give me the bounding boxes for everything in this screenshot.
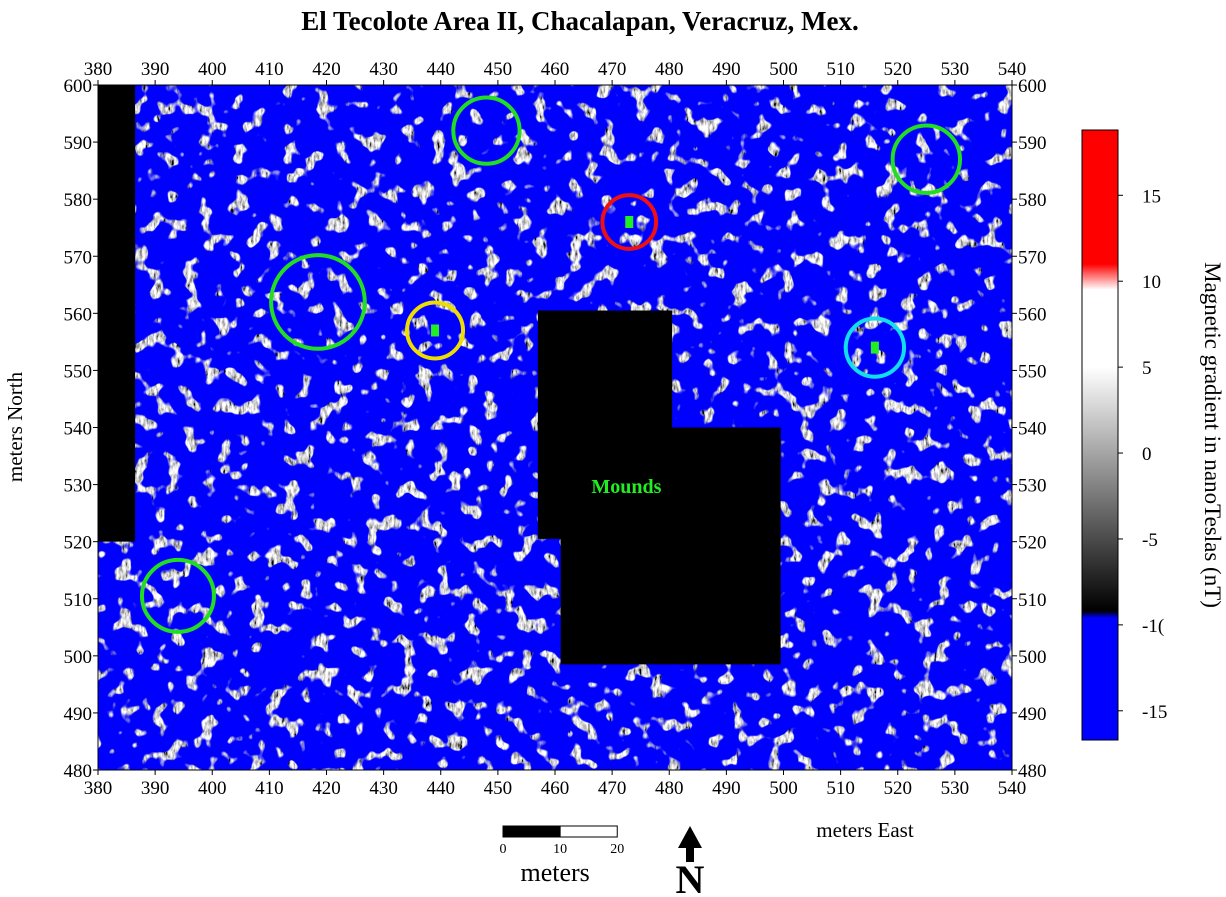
x-tick-label: 490 <box>712 59 741 80</box>
y-tick-label: 570 <box>1018 247 1047 268</box>
scale-bar-label: 20 <box>610 842 624 857</box>
x-tick-label: 420 <box>312 59 341 80</box>
north-arrow: N <box>676 826 705 897</box>
x-tick-label: 500 <box>769 778 798 799</box>
y-tick-label: 480 <box>1018 761 1047 782</box>
colorbar-tick-label: -5 <box>1142 530 1158 551</box>
x-tick-label: 530 <box>941 778 970 799</box>
x-tick-label: 510 <box>826 778 855 799</box>
y-tick-label: 490 <box>64 704 93 725</box>
x-tick-label: 410 <box>255 778 284 799</box>
feature-marker <box>431 324 439 336</box>
colorbar-tick-label: 5 <box>1142 358 1152 379</box>
colorbar-tick-label: 10 <box>1142 272 1161 293</box>
y-tick-label: 600 <box>1018 76 1047 97</box>
feature-marker <box>871 342 879 354</box>
y-tick-label: 500 <box>64 647 93 668</box>
colorbar-tick-label: -15 <box>1142 702 1167 723</box>
x-tick-label: 390 <box>141 778 170 799</box>
x-tick-label: 400 <box>198 778 227 799</box>
feature-marker <box>625 216 633 228</box>
y-tick-label: 540 <box>64 419 93 440</box>
north-label: N <box>676 857 705 897</box>
x-tick-label: 430 <box>369 778 398 799</box>
x-tick-label: 390 <box>141 59 170 80</box>
colorbar-tick-label: 0 <box>1142 444 1152 465</box>
x-tick-label: 470 <box>598 59 627 80</box>
y-tick-label: 510 <box>1018 590 1047 611</box>
y-tick-label: 520 <box>64 533 93 554</box>
y-tick-label: 510 <box>64 590 93 611</box>
y-tick-label: 570 <box>64 247 93 268</box>
colorbar-tick-label: 15 <box>1142 186 1161 207</box>
no-data-mask <box>98 85 135 542</box>
x-tick-label: 520 <box>884 59 913 80</box>
x-tick-label: 440 <box>427 59 456 80</box>
x-tick-label: 430 <box>369 59 398 80</box>
x-tick-label: 470 <box>598 778 627 799</box>
x-tick-label: 460 <box>541 778 570 799</box>
x-tick-label: 460 <box>541 59 570 80</box>
x-tick-label: 450 <box>484 778 513 799</box>
x-tick-label: 490 <box>712 778 741 799</box>
y-tick-label: 560 <box>1018 304 1047 325</box>
scale-bar-segment <box>560 826 617 837</box>
colorbar-label: Magnetic gradient in nanoTeslas (nT) <box>1200 262 1225 608</box>
x-tick-label: 480 <box>655 59 684 80</box>
y-tick-label: 540 <box>1018 419 1047 440</box>
scale-bar-label: 10 <box>553 842 567 857</box>
y-tick-label: 590 <box>1018 133 1047 154</box>
colorbar-tick-label: -1( <box>1142 616 1164 637</box>
x-tick-label: 480 <box>655 778 684 799</box>
colorbar <box>1082 130 1118 740</box>
y-tick-label: 560 <box>64 304 93 325</box>
scale-bar-segment <box>503 826 560 837</box>
title: El Tecolote Area II, Chacalapan, Veracru… <box>301 6 858 36</box>
y-tick-label: 530 <box>1018 476 1047 497</box>
x-axis-label: meters East <box>816 818 914 842</box>
survey-area: Mounds <box>98 85 1012 770</box>
y-tick-label: 530 <box>64 476 93 497</box>
y-tick-label: 500 <box>1018 647 1047 668</box>
y-tick-label: 600 <box>64 76 93 97</box>
y-axis-label: meters North <box>3 371 27 482</box>
y-tick-label: 520 <box>1018 533 1047 554</box>
y-tick-label: 480 <box>64 761 93 782</box>
x-tick-label: 400 <box>198 59 227 80</box>
y-tick-label: 580 <box>1018 190 1047 211</box>
x-tick-label: 450 <box>484 59 513 80</box>
x-tick-label: 510 <box>826 59 855 80</box>
x-tick-label: 500 <box>769 59 798 80</box>
y-tick-label: 550 <box>64 361 93 382</box>
scale-bar-title: meters <box>520 858 589 887</box>
scale-bar-label: 0 <box>500 842 507 857</box>
map-figure: El Tecolote Area II, Chacalapan, Veracru… <box>0 0 1226 897</box>
x-tick-label: 530 <box>941 59 970 80</box>
x-tick-label: 420 <box>312 778 341 799</box>
y-tick-label: 580 <box>64 190 93 211</box>
y-tick-label: 590 <box>64 133 93 154</box>
x-tick-label: 410 <box>255 59 284 80</box>
x-tick-label: 440 <box>427 778 456 799</box>
x-tick-label: 520 <box>884 778 913 799</box>
mask-label: Mounds <box>591 476 661 498</box>
y-tick-label: 490 <box>1018 704 1047 725</box>
y-tick-label: 550 <box>1018 361 1047 382</box>
